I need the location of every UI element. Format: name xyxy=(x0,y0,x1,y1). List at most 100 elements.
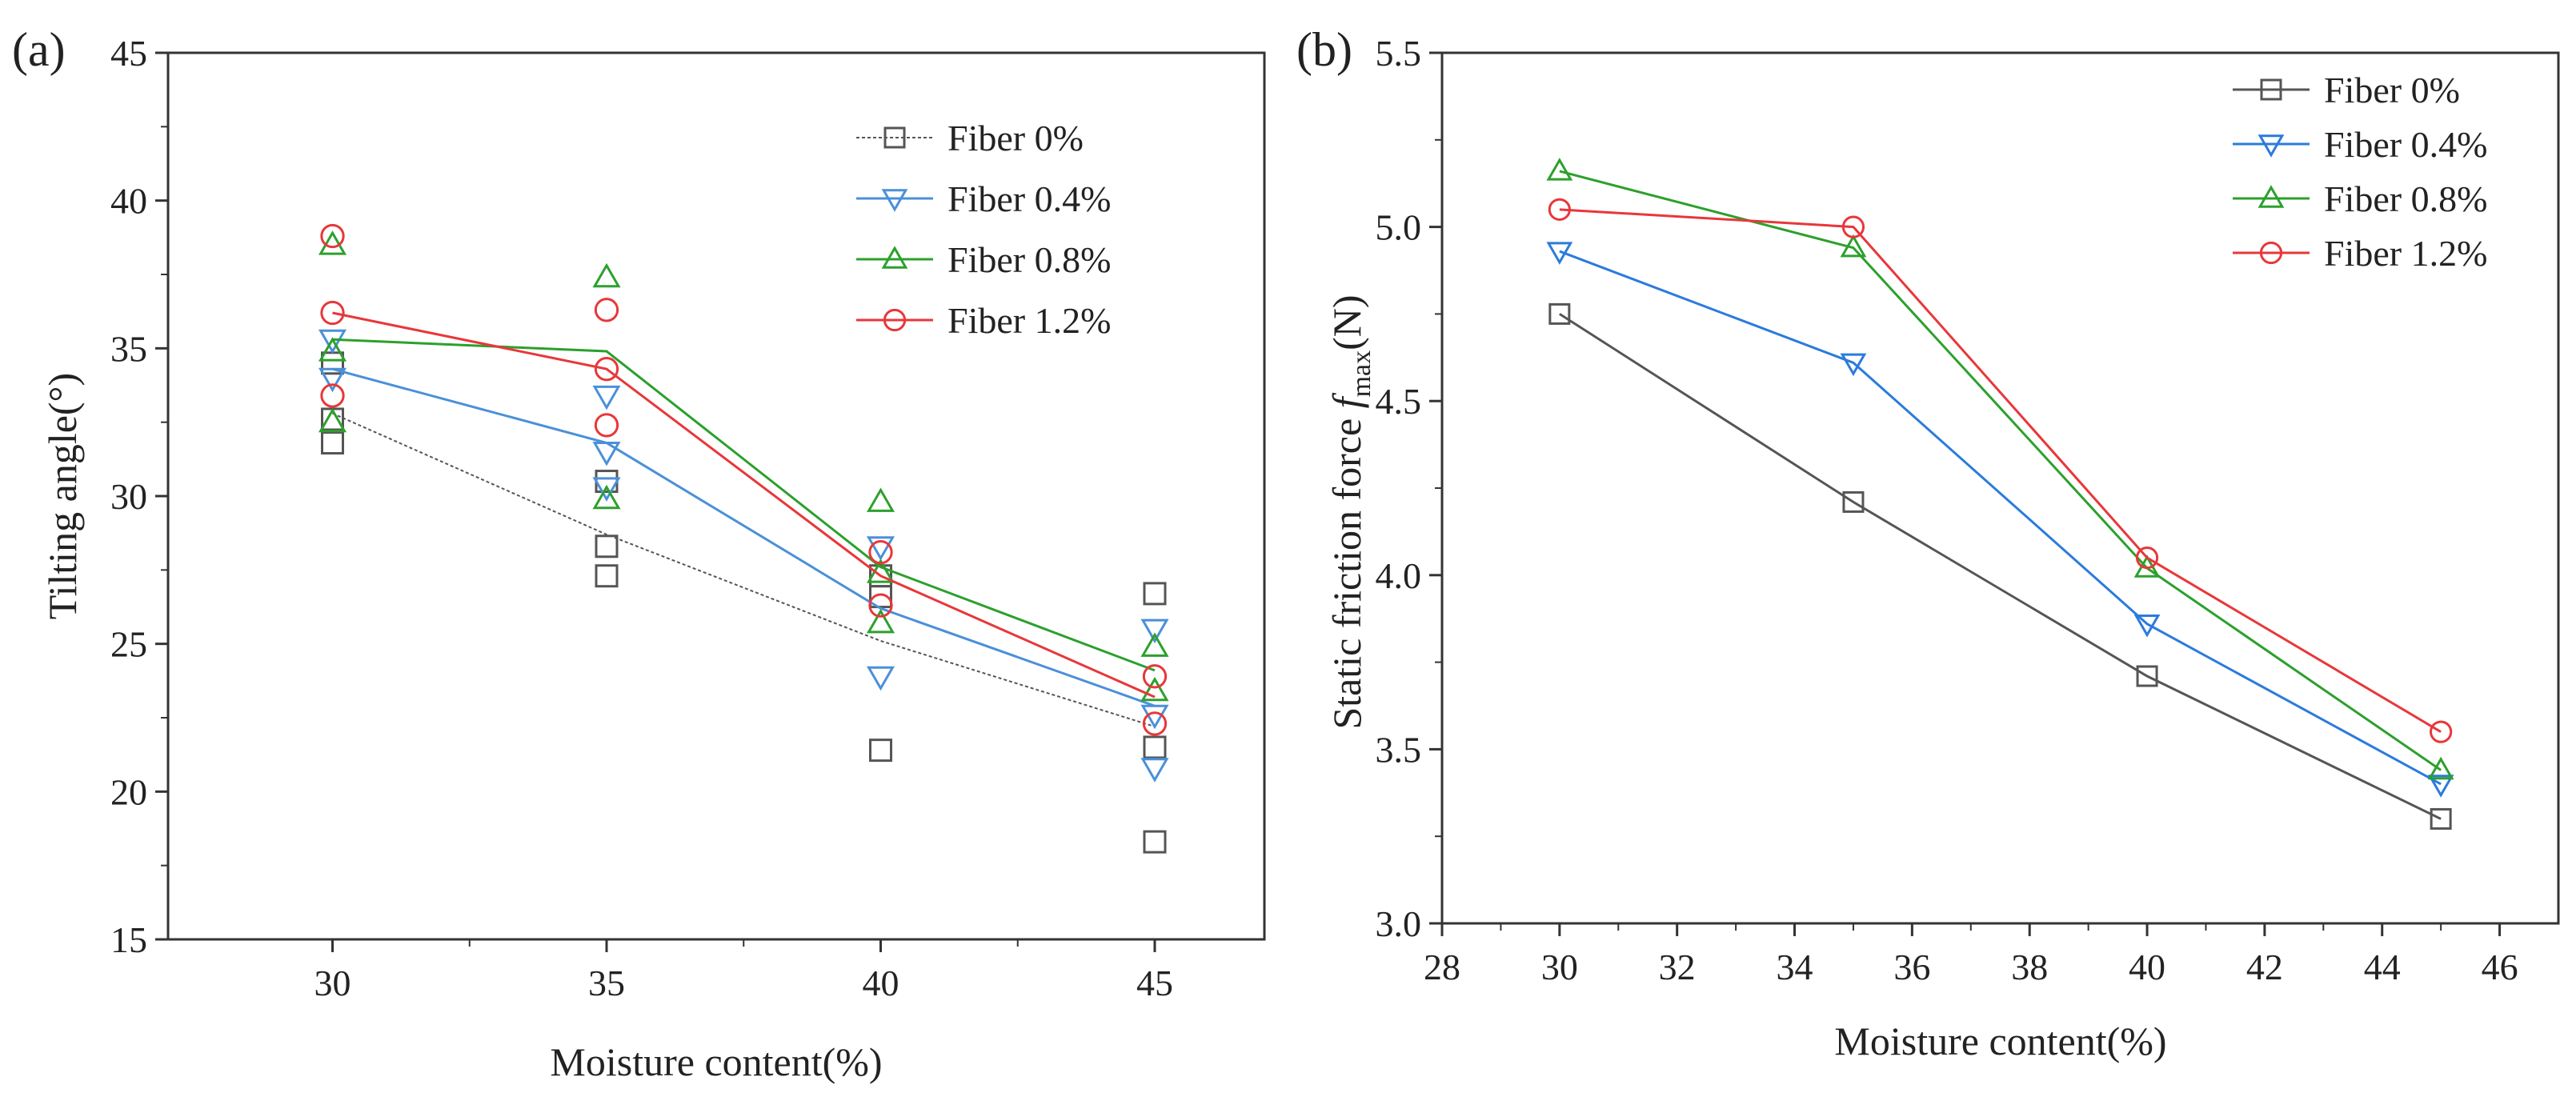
data-point xyxy=(1548,302,1571,325)
x-tick-label: 32 xyxy=(1659,947,1696,987)
x-axis-label-b: Moisture content(%) xyxy=(1834,1019,2166,1063)
data-point xyxy=(1143,830,1167,854)
y-axis-label-b-sub: max xyxy=(1347,350,1376,398)
data-point xyxy=(1140,619,1169,644)
legend-marker xyxy=(2258,185,2285,208)
data-point xyxy=(2135,546,2159,570)
legend-marker xyxy=(2259,241,2283,265)
legend-item: Fiber 0.8% xyxy=(2233,178,2487,219)
x-tick-label: 40 xyxy=(2129,947,2165,987)
y-tick-label: 4.5 xyxy=(1376,381,1422,422)
legend-label: Fiber 0.8% xyxy=(947,239,1111,280)
legend-marker xyxy=(883,308,907,332)
x-tick-label: 35 xyxy=(588,963,625,1003)
x-tick-label: 34 xyxy=(1777,947,1813,987)
y-axis-label-b: Static friction force fmax(N) xyxy=(1324,294,1376,729)
legend-marker xyxy=(881,189,908,212)
series-b xyxy=(1546,158,2454,830)
data-point xyxy=(866,536,895,561)
legend-b: Fiber 0% Fiber 0.4% Fiber 0.8% Fiber 1.2% xyxy=(2233,70,2487,274)
series-fiber-0-4- xyxy=(1546,242,2454,798)
x-tick-label: 45 xyxy=(1136,963,1173,1003)
series-fiber-0- xyxy=(321,351,1167,854)
legend-item: Fiber 1.2% xyxy=(856,300,1111,341)
data-point xyxy=(1140,704,1169,730)
panel-a-tilting-angle-chart: (a) 30 35 40 45 15 20 25 30 35 40 45 Moisture cont… xyxy=(12,23,1266,1084)
data-point xyxy=(594,298,619,322)
data-point xyxy=(595,534,619,559)
data-point xyxy=(2427,756,2454,780)
y-tick-label: 20 xyxy=(110,771,147,812)
data-point xyxy=(2430,807,2452,830)
y-tick-label: 40 xyxy=(110,181,147,222)
y-tick-label: 5.0 xyxy=(1376,207,1422,248)
legend-marker xyxy=(881,246,908,269)
legend-item: Fiber 0% xyxy=(856,118,1084,158)
y-tick-label: 3.0 xyxy=(1376,903,1422,944)
data-point xyxy=(320,223,345,249)
panel-label-a: (a) xyxy=(12,23,66,76)
data-point xyxy=(1140,676,1169,702)
legend-label: Fiber 0% xyxy=(947,118,1084,158)
ticks-b: 28 30 32 34 36 38 40 42 44 46 3.0 3.5 4.0 4.5 5.0 5.5 xyxy=(1376,33,2518,987)
legend-marker xyxy=(883,126,906,149)
x-tick-label: 30 xyxy=(314,963,351,1003)
data-point xyxy=(869,564,892,588)
data-point xyxy=(592,262,621,288)
series-fiber-0-8- xyxy=(318,230,1169,702)
data-point xyxy=(866,487,895,512)
panel-b-static-friction-chart: (b) 28 30 32 34 36 38 40 42 44 46 3.0 3.5 4.0 4.5 5.0 5… xyxy=(1296,23,2560,1063)
trend-line xyxy=(332,367,1156,707)
data-point xyxy=(1546,242,1573,265)
x-tick-label: 46 xyxy=(2482,947,2518,987)
data-point xyxy=(868,593,893,618)
legend-label: Fiber 0.8% xyxy=(2324,178,2487,219)
x-tick-label: 36 xyxy=(1893,947,1930,987)
data-point xyxy=(1840,234,1867,258)
y-tick-label: 15 xyxy=(110,919,147,960)
data-point xyxy=(595,564,619,588)
data-point xyxy=(1840,353,1867,377)
y-axis-label-a: Tilting angle(°) xyxy=(40,373,85,619)
series-fiber-0- xyxy=(1548,302,2452,830)
series-fiber-0-8- xyxy=(1546,158,2454,780)
data-point xyxy=(2427,775,2454,798)
data-point xyxy=(318,407,347,433)
legend-item: Fiber 0.8% xyxy=(856,239,1111,280)
data-point xyxy=(592,442,621,466)
data-point xyxy=(1841,215,1865,238)
y-tick-label: 30 xyxy=(110,476,147,517)
data-point xyxy=(1143,735,1167,759)
x-tick-label: 40 xyxy=(863,963,899,1003)
data-point xyxy=(318,367,347,393)
series-line xyxy=(1559,250,2442,786)
series-line xyxy=(1559,313,2442,820)
data-point xyxy=(592,477,621,502)
legend-marker xyxy=(2258,134,2285,158)
legend-label: Fiber 0.4% xyxy=(2324,124,2487,165)
data-point xyxy=(1143,582,1167,606)
data-point xyxy=(594,413,619,438)
legend-item: Fiber 0.4% xyxy=(856,178,1111,219)
data-point xyxy=(1546,158,1573,181)
y-tick-label: 45 xyxy=(110,33,147,74)
panel-label-b: (b) xyxy=(1296,23,1352,76)
data-point xyxy=(868,540,893,565)
data-point xyxy=(866,608,895,634)
x-tick-label: 42 xyxy=(2246,947,2283,987)
x-axis-label-a: Moisture content(%) xyxy=(550,1039,882,1084)
ticks-a: 30 35 40 45 15 20 25 30 35 40 45 xyxy=(110,33,1173,1003)
data-point xyxy=(1140,632,1169,657)
data-point xyxy=(320,383,345,408)
data-point xyxy=(1548,198,1571,221)
series-fiber-1-2- xyxy=(1548,198,2453,743)
data-point xyxy=(2430,720,2453,743)
y-tick-label: 35 xyxy=(110,328,147,369)
trend-line xyxy=(332,311,1156,699)
x-tick-label: 44 xyxy=(2364,947,2401,987)
data-point xyxy=(318,337,347,362)
legend-label: Fiber 0.4% xyxy=(947,178,1111,219)
data-point xyxy=(592,484,621,510)
y-axis-label-b-unit: (N) xyxy=(1324,294,1369,350)
